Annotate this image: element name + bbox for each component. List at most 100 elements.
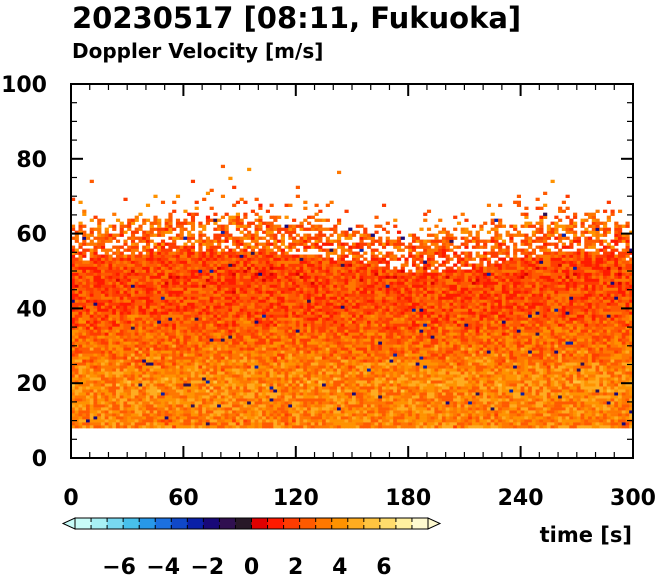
heatmap-cell	[254, 302, 259, 306]
heatmap-cell	[299, 269, 304, 273]
heatmap-cell	[157, 221, 162, 225]
heatmap-cell	[100, 335, 106, 339]
heatmap-cell	[243, 335, 248, 339]
heatmap-cell	[168, 392, 173, 396]
heatmap-cell	[127, 389, 132, 393]
heatmap-cell	[198, 326, 203, 330]
heatmap-cell	[314, 212, 319, 216]
heatmap-cell	[277, 338, 282, 342]
heatmap-cell	[153, 227, 158, 231]
heatmap-cell	[303, 401, 308, 405]
heatmap-cell	[202, 404, 207, 408]
heatmap-cell	[220, 350, 226, 354]
heatmap-cell	[172, 314, 177, 318]
heatmap-cell	[198, 314, 203, 318]
heatmap-cell	[145, 395, 151, 399]
heatmap-cell	[153, 419, 158, 423]
heatmap-cell	[307, 368, 312, 372]
heatmap-cell	[93, 398, 98, 402]
heatmap-cell	[220, 287, 226, 291]
heatmap-cell	[149, 401, 154, 405]
heatmap-cell	[78, 260, 83, 264]
heatmap-cell	[145, 263, 151, 267]
heatmap-cell	[273, 365, 278, 369]
heatmap-cell	[112, 326, 117, 330]
heatmap-cell	[89, 278, 94, 282]
heatmap-cell	[217, 329, 222, 333]
heatmap-cell	[220, 392, 226, 396]
heatmap-cell	[183, 359, 188, 363]
heatmap-cell	[318, 260, 323, 264]
heatmap-cell	[273, 296, 278, 300]
heatmap-cell	[85, 374, 91, 378]
heatmap-cell	[318, 419, 323, 423]
heatmap-cell	[322, 248, 327, 252]
heatmap-cell	[183, 413, 188, 417]
heatmap-cell	[93, 311, 98, 315]
heatmap-cell	[295, 257, 300, 261]
heatmap-cell	[292, 371, 297, 375]
heatmap-cell	[71, 197, 76, 201]
heatmap-cell	[160, 245, 166, 249]
heatmap-cell	[307, 398, 312, 402]
heatmap-cell	[228, 260, 233, 264]
heatmap-cell	[205, 404, 211, 408]
heatmap-cell	[337, 422, 342, 426]
heatmap-cell	[333, 377, 338, 381]
heatmap-cell	[299, 389, 304, 393]
heatmap-cell	[202, 299, 207, 303]
heatmap-cell	[280, 371, 285, 375]
heatmap-cell	[97, 287, 102, 291]
heatmap-cell	[322, 338, 327, 342]
heatmap-cell	[224, 254, 229, 258]
heatmap-cell	[183, 341, 188, 345]
heatmap-cell	[97, 239, 102, 243]
heatmap-cell	[115, 233, 121, 237]
heatmap-cell	[239, 323, 244, 327]
heatmap-cell	[265, 314, 270, 318]
heatmap-cell	[288, 305, 293, 309]
heatmap-cell	[295, 185, 300, 190]
heatmap-cell	[292, 347, 297, 351]
heatmap-cell	[190, 383, 196, 387]
heatmap-cell	[164, 404, 169, 408]
heatmap-cell	[318, 299, 323, 303]
heatmap-cell	[134, 380, 139, 384]
heatmap-cell	[232, 278, 237, 282]
heatmap-cell	[224, 266, 229, 270]
heatmap-cell	[243, 275, 248, 279]
heatmap-cell	[198, 362, 203, 366]
heatmap-cell	[190, 296, 196, 300]
heatmap-cell	[134, 419, 139, 423]
heatmap-cell	[318, 410, 323, 414]
heatmap-cell	[149, 308, 154, 312]
heatmap-cell	[337, 389, 342, 393]
heatmap-cell	[190, 395, 196, 399]
heatmap-cell	[262, 401, 267, 405]
heatmap-cell	[78, 320, 83, 324]
heatmap-cell	[254, 314, 259, 318]
heatmap-cell	[115, 365, 121, 369]
heatmap-cell	[258, 383, 263, 387]
heatmap-cell	[119, 368, 124, 372]
heatmap-cell	[115, 263, 121, 267]
heatmap-cell	[303, 290, 308, 294]
heatmap-cell	[329, 368, 334, 372]
heatmap-cell	[190, 227, 196, 231]
heatmap-cell	[142, 257, 147, 261]
heatmap-cell	[190, 368, 196, 372]
heatmap-cell	[97, 329, 102, 333]
heatmap-cell	[123, 389, 128, 393]
heatmap-cell	[119, 326, 124, 330]
heatmap-cell	[348, 284, 353, 288]
heatmap-cell	[138, 329, 143, 333]
heatmap-cell	[254, 422, 259, 426]
heatmap-cell	[104, 401, 109, 405]
heatmap-cell	[247, 230, 252, 234]
heatmap-cell	[265, 353, 270, 357]
heatmap-cell	[344, 284, 349, 288]
heatmap-cell	[183, 419, 188, 423]
heatmap-cell	[89, 425, 94, 429]
heatmap-cell	[269, 404, 274, 408]
heatmap-cell	[127, 371, 132, 375]
